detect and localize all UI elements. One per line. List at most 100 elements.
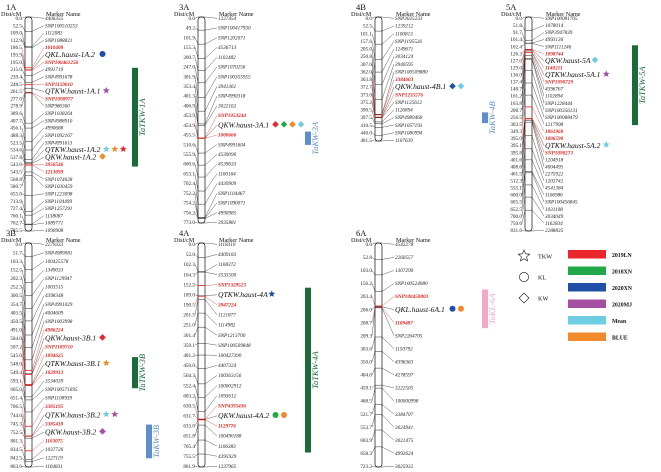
marker-connector [194, 37, 199, 45]
marker-label: SNP4991604 [218, 141, 246, 148]
marker-connector [381, 102, 395, 118]
marker-distance: 491.0 [10, 327, 22, 333]
marker-distance: 395.0 [510, 136, 522, 142]
marker-connector [204, 466, 218, 468]
marker-label: SNP1003998 [45, 319, 73, 325]
marker-connector [371, 404, 376, 415]
marker-connector [371, 270, 376, 275]
marker-connector [371, 414, 376, 428]
marker-distance: 104.3 [183, 272, 195, 278]
marker-connector [381, 41, 395, 60]
marker-label: 1031108 [545, 207, 563, 213]
marker-connector [204, 405, 218, 420]
circle-icon [99, 51, 106, 58]
marker-distance: 450.0 [183, 363, 195, 369]
legend-swatch [568, 250, 606, 259]
marker-connector [521, 95, 526, 125]
marker-distance: 250.8 [360, 54, 372, 60]
marker-connector [21, 69, 26, 76]
marker-connector [381, 16, 395, 19]
marker-connector [21, 113, 26, 124]
marker-connector [194, 212, 199, 219]
marker-distance: 461.5 [510, 171, 522, 177]
marker-connector [31, 440, 45, 451]
marker-distance: 390.5 [360, 108, 372, 114]
marker-connector [194, 299, 199, 315]
marker-connector [371, 388, 376, 402]
marker-connector [31, 175, 45, 187]
marker-label: 1089771 [45, 221, 64, 227]
marker-connector [31, 92, 45, 107]
marker-distance: 455.5 [183, 133, 195, 139]
marker-distance: 504.0 [10, 336, 22, 342]
marker-connector [204, 343, 218, 346]
marker-label: 1203742 [545, 178, 564, 185]
marker-distance: 52.5 [363, 24, 372, 30]
marker-connector [371, 33, 376, 45]
marker-label: 4536713 [218, 44, 237, 51]
chromosome-body [524, 16, 533, 232]
marker-header: Marker Name [46, 11, 81, 18]
legend-shape-label: KL [538, 275, 546, 282]
marker-distance: 395.8 [510, 150, 522, 156]
legend-shape-label: TKW [538, 254, 552, 261]
marker-label: 3941361 [218, 83, 237, 90]
marker-label: SNP1213700 [218, 333, 246, 339]
marker-connector [204, 242, 218, 245]
marker-connector [31, 32, 45, 47]
marker-connector [204, 264, 218, 272]
marker-label: 4409183 [218, 251, 237, 258]
marker-distance: 0.0 [366, 16, 373, 22]
marker-label: SNP1111246 [545, 43, 572, 50]
marker-header: Marker Name [219, 11, 254, 18]
marker-connector [21, 449, 26, 460]
marker-connector [521, 197, 526, 217]
marker-label: SNP100461256 [45, 60, 79, 66]
marker-distance: 633.0 [183, 424, 195, 430]
marker-connector [31, 76, 45, 83]
marker-connector [371, 117, 376, 124]
star-icon [111, 410, 119, 418]
marker-connector [521, 120, 526, 160]
marker-connector [21, 222, 26, 225]
marker-connector [194, 47, 199, 59]
marker-distance: 102.3 [183, 262, 195, 268]
marker-connector [531, 122, 545, 167]
marker-connector [31, 397, 45, 413]
marker-connector [194, 57, 199, 71]
qtl-label: QKW.haust-3A.1 [218, 120, 269, 129]
marker-connector [21, 215, 26, 225]
marker-distance: 0.0 [189, 16, 196, 22]
marker-connector [204, 47, 218, 59]
star-icon [111, 145, 119, 152]
marker-distance: 127.0 [510, 58, 522, 64]
marker-distance: 750.6 [510, 221, 522, 227]
marker-connector [521, 25, 526, 31]
marker-distance: 349.3 [510, 129, 522, 135]
marker-distance: 543.0 [10, 162, 22, 168]
marker-distance: 193.9 [10, 53, 22, 59]
marker-connector [204, 385, 218, 398]
marker-distance: 651.4 [10, 396, 22, 402]
qtl-label: QTKW.haust-5A.2 [545, 141, 601, 150]
marker-label: 2288835 [545, 228, 564, 234]
marker-label: 4990688 [45, 125, 64, 132]
marker-connector [521, 43, 526, 47]
marker-label: 2275922 [545, 171, 564, 177]
marker-connector [371, 429, 376, 441]
diamond-icon [289, 121, 296, 128]
qtl-label: QKW.haust-4A.2 [218, 411, 269, 420]
marker-distance: 454.9 [183, 123, 195, 129]
dist-header: Dist/cM [174, 11, 195, 18]
marker-connector [521, 184, 526, 210]
marker-connector [204, 144, 218, 154]
marker-connector [21, 32, 26, 47]
marker-connector [521, 135, 526, 174]
marker-connector [21, 25, 26, 32]
marker-connector [21, 423, 26, 437]
marker-connector [31, 449, 45, 460]
marker-connector [381, 336, 395, 349]
circle-icon [519, 272, 529, 282]
